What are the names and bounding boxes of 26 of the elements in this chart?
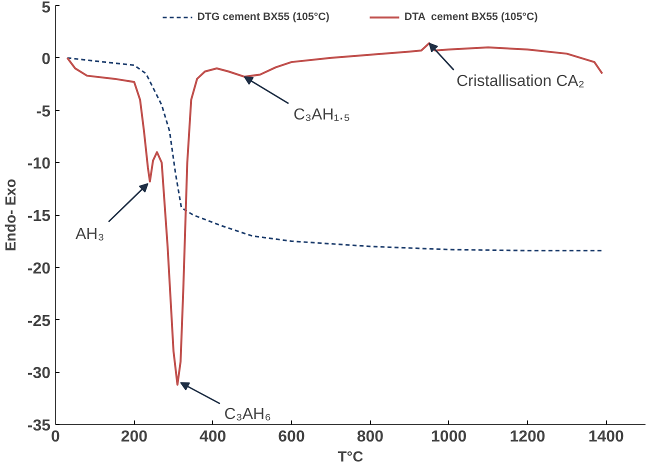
y-tick-label: -5 [36, 103, 51, 120]
y-tick-label: -10 [27, 156, 51, 173]
line-series [66, 42, 604, 386]
y-tick-label: -25 [27, 312, 51, 330]
annotation: Cristallisation CA₂ [456, 72, 585, 90]
y-tick-label: 0 [42, 50, 51, 68]
y-tick-label: -15 [27, 208, 51, 225]
x-tick-label: 1200 [510, 428, 546, 446]
x-tick-label: 600 [278, 428, 305, 446]
y-tick-label: 5 [42, 0, 51, 16]
legend-label: DTG cement BX55 (105°C) [197, 11, 330, 23]
annotation: C₃AH₆ [224, 406, 272, 423]
x-tick-label: 400 [199, 428, 226, 446]
x-tick-label: 1000 [431, 428, 467, 446]
y-axis-title: Endo- Exo [3, 178, 20, 252]
x-tick-label: 200 [120, 428, 148, 446]
legend-label: DTA cement BX55 (105°C) [404, 11, 538, 23]
y-tick-label: -35 [27, 418, 51, 434]
line-series [66, 57, 604, 252]
x-tick-label: 1400 [588, 428, 624, 446]
x-tick-label: 800 [356, 428, 384, 446]
x-axis-title: T°C [338, 450, 364, 466]
y-tick-label: -30 [27, 365, 51, 382]
annotation: AH₃ [75, 226, 104, 244]
y-tick-label: -20 [27, 260, 51, 278]
annotation: C₃AH₁.₅ [293, 106, 350, 124]
